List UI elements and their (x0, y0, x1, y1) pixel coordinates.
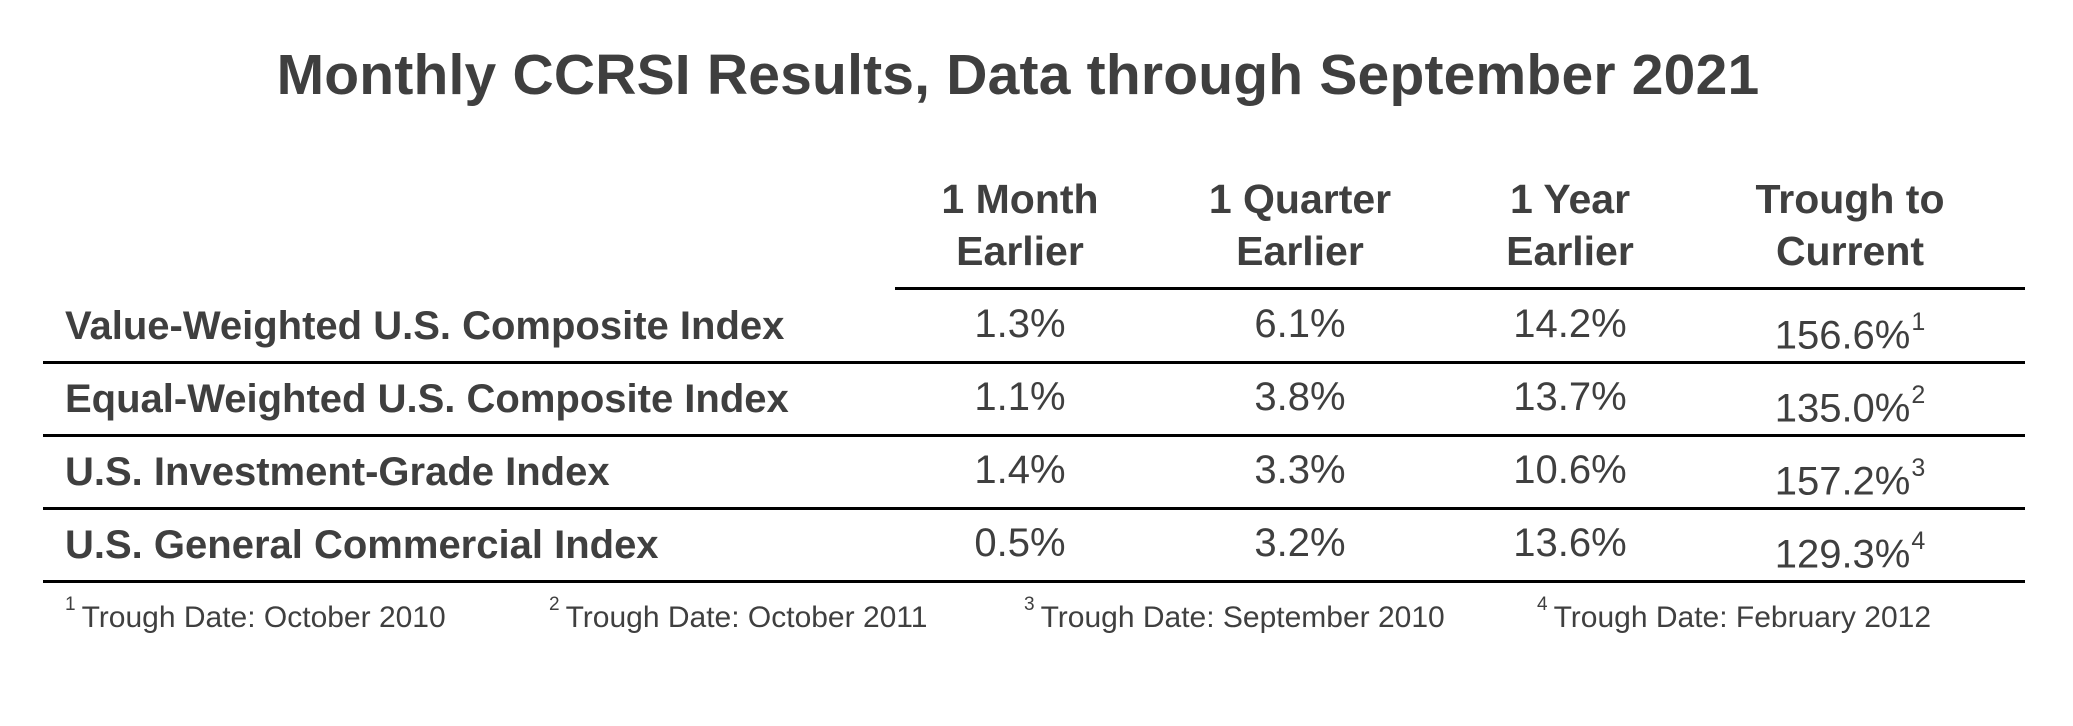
column-header-line-2: Current (1775, 228, 1925, 274)
table-cell: 1.1% (974, 375, 1066, 419)
cell-value: 135.0% (1774, 386, 1911, 431)
column-header-line-1: 1 Year (1509, 176, 1631, 222)
column-header-1-quarter: 1 Quarter Earlier (1180, 173, 1420, 277)
row-divider (43, 507, 2025, 510)
footnote-mark: 1 (65, 594, 76, 615)
table-cell: 156.6%1 (1720, 302, 1980, 359)
table-cell: 3.3% (1254, 448, 1346, 492)
row-divider (43, 434, 2025, 437)
table-title: Monthly CCRSI Results, Data through Sept… (276, 43, 1760, 107)
table-cell: 3.2% (1254, 521, 1346, 565)
footnote-text: Trough Date: October 2011 (565, 601, 928, 634)
row-label: U.S. Investment-Grade Index (65, 450, 610, 494)
table-cell: 3.8% (1254, 375, 1346, 419)
footnote-text: Trough Date: September 2010 (1040, 601, 1445, 634)
footnote: 2 Trough Date: October 2011 (549, 594, 928, 635)
cell-value: 156.6% (1774, 313, 1911, 358)
column-header-line-1: 1 Quarter (1208, 176, 1392, 222)
table-cell: 6.1% (1254, 302, 1346, 346)
footnote: 1 Trough Date: October 2010 (65, 594, 446, 635)
footnote: 3 Trough Date: September 2010 (1024, 594, 1445, 635)
table-bottom-rule (43, 580, 2025, 583)
row-label: U.S. General Commercial Index (65, 523, 659, 567)
table-cell: 129.3%4 (1720, 521, 1980, 578)
row-divider (43, 361, 2025, 364)
table-cell: 13.6% (1513, 521, 1627, 565)
column-header-1-month: 1 Month Earlier (920, 173, 1120, 277)
table-cell: 157.2%3 (1720, 448, 1980, 505)
table-cell: 10.6% (1513, 448, 1627, 492)
footnote-mark: 3 (1024, 594, 1035, 615)
table-cell: 0.5% (974, 521, 1066, 565)
table-cell: 13.7% (1513, 375, 1627, 419)
footnote-text: Trough Date: October 2010 (81, 601, 446, 634)
column-header-1-year: 1 Year Earlier (1470, 173, 1670, 277)
column-header-line-1: 1 Month (941, 176, 1099, 222)
footnote-marker: 1 (1911, 308, 1926, 336)
table-cell: 1.4% (974, 448, 1066, 492)
footnote-mark: 2 (549, 594, 560, 615)
footnote-text: Trough Date: February 2012 (1553, 601, 1932, 634)
header-rule (895, 287, 2025, 290)
footnote-marker: 4 (1911, 527, 1926, 555)
column-header-trough-to-current: Trough to Current (1720, 173, 1980, 277)
footnote-marker: 2 (1911, 381, 1926, 409)
column-header-line-1: Trough to (1755, 176, 1945, 222)
footnote-marker: 3 (1911, 454, 1926, 482)
column-header-line-2: Earlier (1236, 228, 1364, 274)
table-cell: 135.0%2 (1720, 375, 1980, 432)
column-header-line-2: Earlier (956, 228, 1084, 274)
column-header-line-2: Earlier (1506, 228, 1634, 274)
row-label: Value-Weighted U.S. Composite Index (65, 304, 785, 348)
row-label: Equal-Weighted U.S. Composite Index (65, 377, 789, 421)
footnote-mark: 4 (1537, 594, 1548, 615)
table-cell: 14.2% (1513, 302, 1627, 346)
cell-value: 129.3% (1774, 532, 1911, 577)
cell-value: 157.2% (1774, 459, 1911, 504)
footnote: 4 Trough Date: February 2012 (1537, 594, 1932, 635)
table-cell: 1.3% (974, 302, 1066, 346)
